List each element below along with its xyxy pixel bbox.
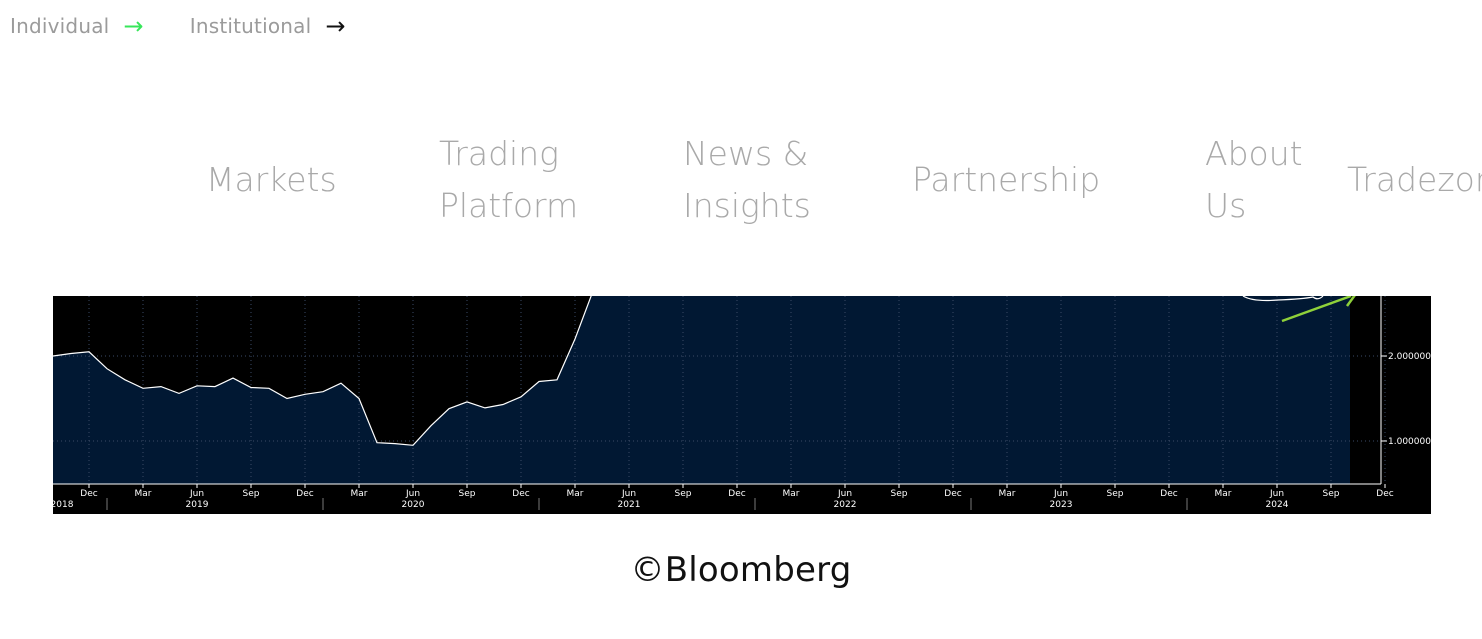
chart-x-tick-label: Dec bbox=[512, 489, 529, 499]
annotation-arrow bbox=[1281, 296, 1352, 323]
chart-x-year-label: 2020 bbox=[402, 500, 425, 510]
chart-x-tick-label: Dec bbox=[80, 489, 97, 499]
chart-svg: 2.000000 1.000000 Dec Mar Jun Sep Dec Mar Jun Sep… bbox=[53, 296, 1431, 510]
segment-individual[interactable]: Individual → bbox=[10, 14, 144, 38]
chart-x-year-label: 2018 bbox=[53, 500, 74, 510]
chart-x-tick-label: Mar bbox=[1215, 489, 1232, 499]
chart-x-tick-label: Dec bbox=[1160, 489, 1177, 499]
chart-x-tick-label: Dec bbox=[296, 489, 313, 499]
chart-x-tick-label: Jun bbox=[621, 489, 636, 499]
chart-y-tick-label: 1.000000 bbox=[1388, 437, 1431, 447]
chart-x-tick-label: Dec bbox=[944, 489, 961, 499]
segment-institutional[interactable]: Institutional → bbox=[190, 14, 346, 38]
chart-x-tick-label: Dec bbox=[1376, 489, 1393, 499]
nav-item-about-us[interactable]: About Us bbox=[1205, 134, 1303, 225]
chart-x-year-label: 2024 bbox=[1266, 500, 1289, 510]
segment-institutional-label: Institutional bbox=[189, 14, 312, 38]
chart-x-tick-label: Dec bbox=[728, 489, 745, 499]
chart-x-tick-label: Sep bbox=[675, 489, 692, 499]
chart-x-tick-label: Jun bbox=[1053, 489, 1068, 499]
chart-x-tick-label: Sep bbox=[243, 489, 260, 499]
segment-switcher: Individual → Institutional → bbox=[10, 12, 346, 40]
chart-x-tick-label: Jun bbox=[1269, 489, 1284, 499]
chart-x-tick-label: Sep bbox=[891, 489, 908, 499]
nav-item-tradezon[interactable]: Tradezon bbox=[1347, 160, 1482, 199]
chart-area-fill bbox=[53, 296, 1350, 484]
main-nav: Markets Trading Platform News & Insights… bbox=[0, 126, 1482, 236]
nav-item-trading-platform[interactable]: Trading Platform bbox=[439, 134, 579, 225]
chart-x-tick-label: Mar bbox=[999, 489, 1016, 499]
chart-x-tick-label: Jun bbox=[837, 489, 852, 499]
bloomberg-chart: 2.000000 1.000000 Dec Mar Jun Sep Dec Mar Jun Sep… bbox=[53, 296, 1431, 514]
chart-x-tick-label: Mar bbox=[351, 489, 368, 499]
nav-item-markets[interactable]: Markets bbox=[206, 160, 337, 199]
chart-x-tick-label: Mar bbox=[135, 489, 152, 499]
image-credit: ©Bloomberg bbox=[630, 550, 852, 590]
chart-x-tick-label: Mar bbox=[567, 489, 584, 499]
annotation-arrow-head bbox=[1345, 296, 1356, 307]
chart-y-tick-label: 2.000000 bbox=[1388, 352, 1431, 362]
arrow-right-icon: → bbox=[325, 12, 346, 40]
chart-series-line bbox=[53, 296, 592, 446]
chart-x-tick-label: Sep bbox=[1323, 489, 1340, 499]
chart-x-tick-label: Jun bbox=[405, 489, 420, 499]
chart-x-year-label: 2021 bbox=[618, 500, 641, 510]
chart-x-tick-label: Mar bbox=[783, 489, 800, 499]
nav-item-partnership[interactable]: Partnership bbox=[912, 160, 1101, 199]
chart-x-year-label: 2023 bbox=[1050, 500, 1073, 510]
chart-series-line-fragment bbox=[1242, 296, 1324, 302]
chart-x-tick-label: Jun bbox=[189, 489, 204, 499]
segment-individual-label: Individual bbox=[10, 14, 110, 38]
chart-x-tick-label: Sep bbox=[459, 489, 476, 499]
chart-x-year-label: 2019 bbox=[186, 500, 209, 510]
arrow-right-icon: → bbox=[123, 12, 144, 40]
chart-x-tick-label: Sep bbox=[1107, 489, 1124, 499]
nav-item-news-insights[interactable]: News & Insights bbox=[683, 134, 811, 225]
chart-x-year-label: 2022 bbox=[834, 500, 857, 510]
